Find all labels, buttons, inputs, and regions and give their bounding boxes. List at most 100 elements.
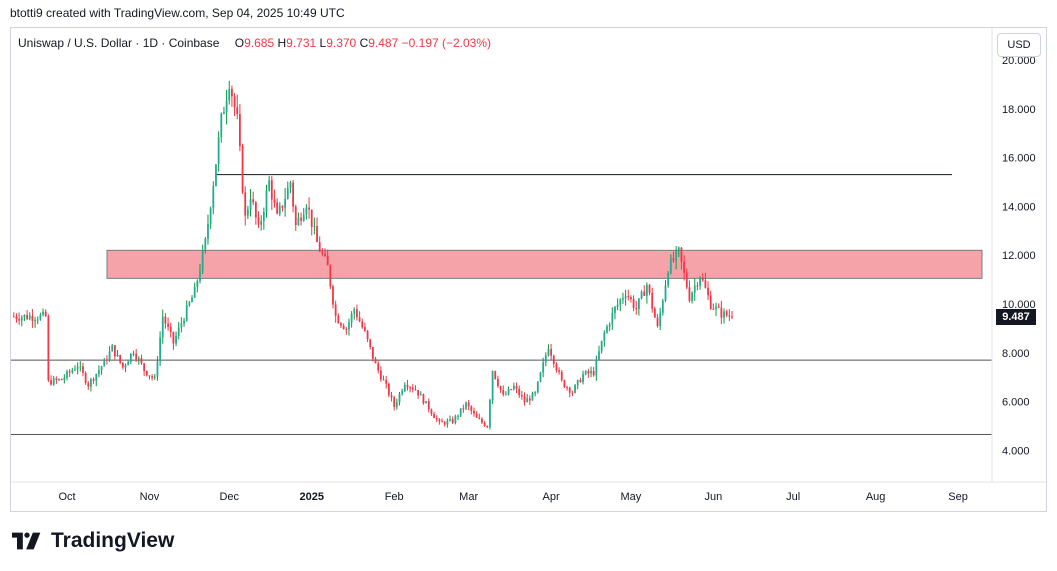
candle-body xyxy=(252,199,255,203)
candle-body xyxy=(212,185,215,209)
candle-body xyxy=(249,199,252,210)
legend-change-value: −0.197 (−2.03%) xyxy=(401,36,492,50)
candle-body xyxy=(36,319,39,321)
candle-body xyxy=(55,378,58,380)
candle-body xyxy=(701,277,704,281)
candle-body xyxy=(385,380,388,384)
candle-body xyxy=(595,359,598,376)
candle-body xyxy=(58,379,60,381)
candle-body xyxy=(566,387,568,389)
candle-body xyxy=(475,413,478,418)
candle-body xyxy=(523,396,526,403)
x-tick-label: Jul xyxy=(786,491,800,503)
currency-button[interactable]: USD xyxy=(997,33,1041,57)
candle-body xyxy=(624,296,627,299)
y-tick-label: 20.000 xyxy=(1002,55,1036,67)
candle-body xyxy=(76,366,79,370)
candle-body xyxy=(337,315,340,324)
candle-body xyxy=(220,113,223,138)
candle-body xyxy=(563,380,566,388)
candle-body xyxy=(709,295,712,309)
candle-body xyxy=(725,311,728,316)
tradingview-brand[interactable]: TradingView xyxy=(11,529,174,553)
brand-name: TradingView xyxy=(51,529,175,552)
candle-body xyxy=(129,353,132,362)
candle-body xyxy=(246,209,249,216)
candle-body xyxy=(345,328,348,330)
candle-body xyxy=(483,422,486,426)
candle-body xyxy=(132,353,135,355)
candle-body xyxy=(356,309,358,318)
candle-body xyxy=(342,325,345,329)
candle-body xyxy=(161,316,164,338)
candle-body xyxy=(361,321,364,328)
candle-body xyxy=(574,385,576,393)
candle-body xyxy=(90,379,92,387)
candle-body xyxy=(497,378,499,387)
candle-body xyxy=(180,323,183,328)
candle-body xyxy=(215,164,217,186)
candle-body xyxy=(92,379,95,381)
candle-body xyxy=(185,305,188,321)
candle-body xyxy=(68,371,71,373)
x-tick-label: Aug xyxy=(866,491,886,503)
legend-open-label: O xyxy=(234,36,245,50)
candle-body xyxy=(63,377,66,380)
candle-body xyxy=(539,372,542,382)
candle-body xyxy=(473,411,475,414)
candle-body xyxy=(278,205,281,214)
candle-body xyxy=(731,316,733,318)
legend-open-value: 9.685 xyxy=(244,36,275,50)
candle-body xyxy=(438,419,441,422)
candle-body xyxy=(672,258,675,261)
candle-body xyxy=(281,205,284,208)
candle-body xyxy=(103,359,106,367)
candle-body xyxy=(217,137,220,165)
candle-body xyxy=(441,421,443,423)
candle-body xyxy=(616,304,619,307)
candle-body xyxy=(659,312,662,326)
candle-body xyxy=(52,378,55,385)
candle-body xyxy=(39,314,42,320)
candle-body xyxy=(308,207,310,210)
candle-body xyxy=(430,409,433,415)
legend-close-value: 9.487 xyxy=(368,36,399,50)
candle-body xyxy=(358,317,361,322)
x-tick-label: Sep xyxy=(948,491,968,503)
candle-body xyxy=(419,394,422,396)
x-tick-label: May xyxy=(621,491,642,503)
candle-body xyxy=(151,376,154,378)
candle-body xyxy=(699,277,701,286)
y-tick-label: 8.000 xyxy=(1002,348,1030,360)
candle-body xyxy=(568,387,571,393)
candle-body xyxy=(661,300,664,313)
candle-body xyxy=(172,331,175,344)
candle-body xyxy=(547,348,550,356)
candle-body xyxy=(71,370,74,373)
candle-body xyxy=(31,315,34,321)
candle-body xyxy=(664,285,667,301)
candle-body xyxy=(667,272,670,286)
candle-body xyxy=(145,370,148,376)
candle-body xyxy=(592,370,595,376)
candle-body xyxy=(414,389,417,391)
candle-body xyxy=(491,371,494,401)
candle-body xyxy=(164,316,167,324)
candle-body xyxy=(60,379,63,381)
y-tick-label: 14.000 xyxy=(1002,201,1036,213)
candle-body xyxy=(691,292,693,301)
candle-body xyxy=(116,355,119,357)
candle-body xyxy=(95,373,98,381)
candle-body xyxy=(552,355,555,365)
candle-body xyxy=(638,298,640,310)
candle-body xyxy=(526,398,529,403)
candle-body xyxy=(20,317,23,321)
x-tick-label: 2025 xyxy=(299,491,323,503)
candle-body xyxy=(113,345,116,357)
candle-body xyxy=(728,315,731,317)
candle-body xyxy=(584,371,587,375)
candle-body xyxy=(457,415,459,417)
y-tick-label: 18.000 xyxy=(1002,104,1036,116)
candle-body xyxy=(374,358,377,364)
